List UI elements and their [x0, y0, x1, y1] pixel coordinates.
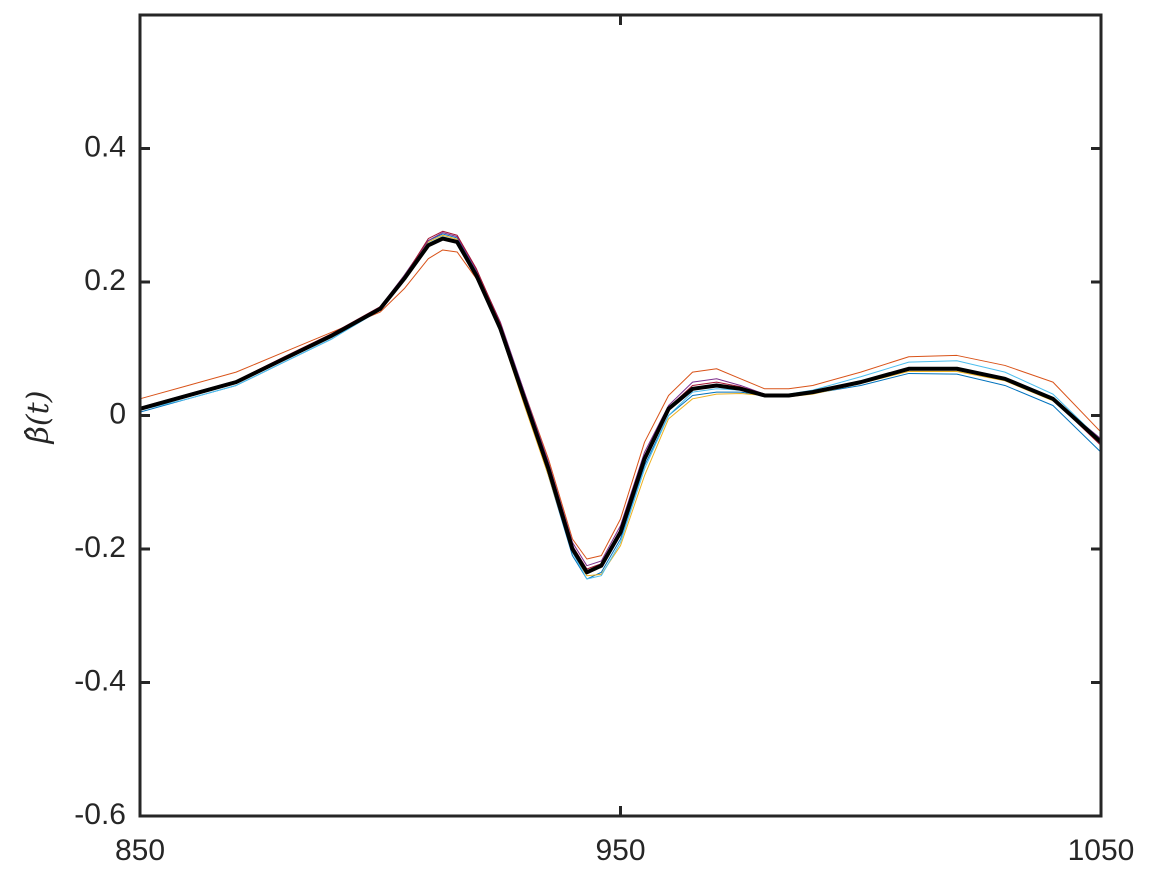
data-line: [139, 236, 1103, 575]
x-tick-label: 850: [115, 834, 165, 867]
x-tick-label: 950: [595, 834, 645, 867]
y-tick-label: 0.4: [84, 130, 126, 163]
y-axis-label: β̂(t): [21, 391, 56, 445]
y-tick-label: -0.4: [74, 664, 126, 697]
y-tick-label: -0.6: [74, 798, 126, 831]
y-tick-label: 0.2: [84, 264, 126, 297]
y-tick-label: -0.2: [74, 531, 126, 564]
y-tick-label: 0: [109, 397, 126, 430]
data-line: [139, 249, 1102, 560]
plot-frame: [138, 13, 1103, 818]
data-line: [139, 232, 1102, 567]
x-tick-label: 1050: [1068, 834, 1135, 867]
